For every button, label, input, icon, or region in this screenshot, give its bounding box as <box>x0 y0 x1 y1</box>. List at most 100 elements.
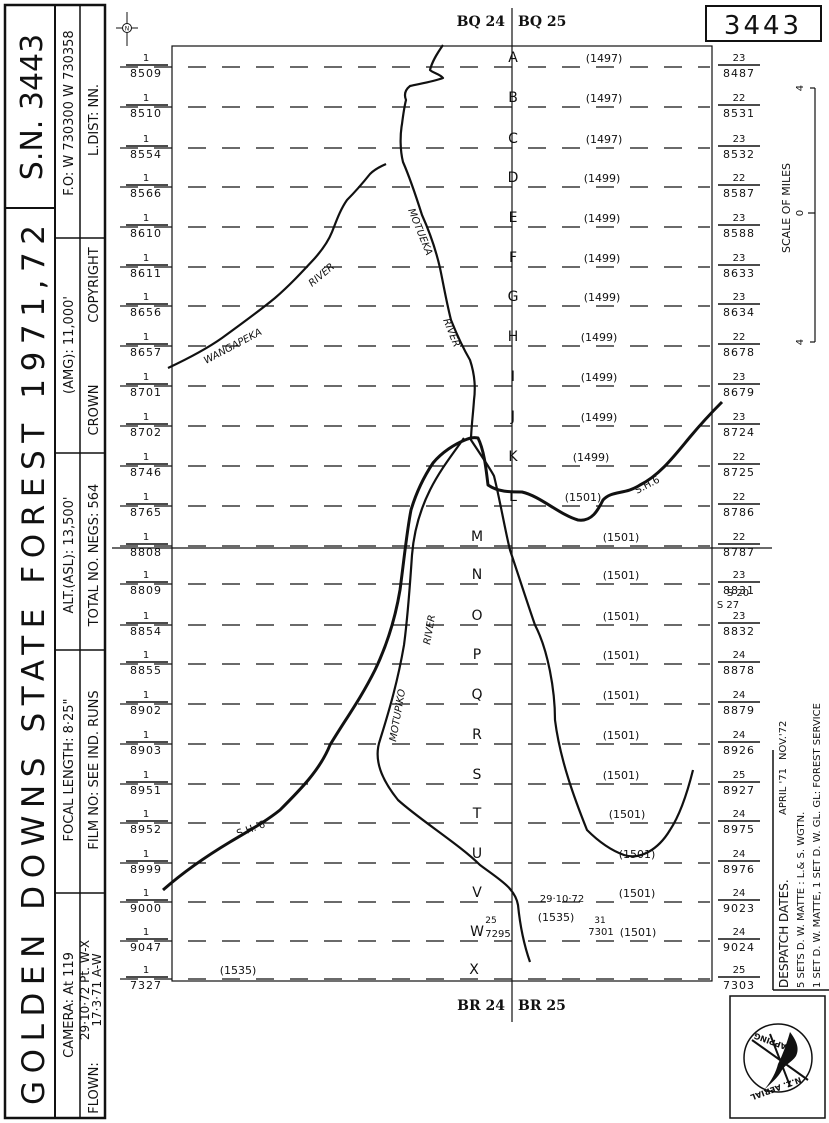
ldist-label: L.DIST: NN. <box>87 84 102 156</box>
flight-run-b: 1 8510 22 8531 B (1497) <box>120 90 760 120</box>
fo-label: F.O: W 730300 W 730358 <box>62 30 77 195</box>
run-film-number: (1501) <box>619 848 656 861</box>
ref-bottom-left: BR 24 <box>457 998 505 1014</box>
run-start-frame: 1 <box>143 809 149 820</box>
run-start-negative: 9000 <box>130 902 162 915</box>
run-start-frame: 1 <box>143 213 149 224</box>
run-end-frame: 23 <box>733 611 746 622</box>
run-start-frame: 1 <box>143 173 149 184</box>
run-letter: L <box>509 489 517 505</box>
north-arrow-icon: N <box>116 12 138 46</box>
run-letter: R <box>472 727 482 743</box>
camera-label: CAMERA: At 119 <box>62 952 77 1058</box>
run-letter: D <box>508 170 519 186</box>
run-film-number: (1501) <box>603 649 640 662</box>
run-film-number: (1499) <box>584 172 621 185</box>
run-start-frame: 1 <box>143 965 149 976</box>
run-start-frame: 1 <box>143 570 149 581</box>
run-film-number: (1499) <box>584 252 621 265</box>
run-film-number: (1501) <box>603 729 640 742</box>
run-end-negative: 9023 <box>723 902 755 915</box>
run-film-number: (1501) <box>609 808 646 821</box>
run-end-frame: 23 <box>733 292 746 303</box>
copyright-label: COPYRIGHT <box>87 247 102 323</box>
scale-of-miles: SCALE OF MILES 4 0 4 <box>780 85 816 345</box>
run-film-number: (1499) <box>581 411 618 424</box>
run-start-negative: 7327 <box>130 979 162 992</box>
aircraft-icon <box>751 1033 809 1087</box>
run-start-frame: 1 <box>143 93 149 104</box>
run-start-frame: 1 <box>143 253 149 264</box>
run-letter: U <box>472 846 482 862</box>
run-letter: I <box>511 369 515 385</box>
map-refs: BQ 24 BQ 25 BR 24 BR 25 <box>457 14 567 1014</box>
run-start-negative: 8656 <box>130 306 162 319</box>
w-frame-a: 25 <box>485 916 496 926</box>
run-letter: T <box>472 806 482 822</box>
run-letter: N <box>472 567 482 583</box>
svg-text:N: N <box>125 26 130 33</box>
run-start-negative: 8509 <box>130 67 162 80</box>
w-frame-b: 31 <box>594 916 605 926</box>
run-end-negative: 8878 <box>723 664 755 677</box>
run-start-negative: 8903 <box>130 744 162 757</box>
run-letter: E <box>509 210 518 226</box>
sheet-number: 3443 <box>724 11 802 41</box>
run-end-frame: 22 <box>733 332 746 343</box>
run-letter: F <box>509 250 517 266</box>
run-end-frame: 22 <box>733 492 746 503</box>
run-end-frame: 24 <box>733 927 746 938</box>
run-end-negative: 8678 <box>723 346 755 359</box>
despatch-line1-date: APRIL '71 <box>778 768 789 815</box>
run-letter: W <box>470 924 484 940</box>
run-film-number: (1501) <box>619 887 656 900</box>
run-start-negative: 8999 <box>130 863 162 876</box>
run-end-negative: 8725 <box>723 466 755 479</box>
run-end-negative: 8976 <box>723 863 755 876</box>
run-start-negative: 8746 <box>130 466 162 479</box>
flown-date-1: 29·10·72 Pt. W-X <box>78 940 92 1040</box>
run-letter: M <box>471 529 483 545</box>
run-start-negative: 8611 <box>130 267 162 280</box>
run-letter: X <box>469 962 479 978</box>
run-end-negative: 8487 <box>723 67 755 80</box>
flight-run-p: 1 8855 24 8878 P (1501) <box>120 647 760 677</box>
run-end-frame: 25 <box>733 965 746 976</box>
run-film-number: (1501) <box>603 610 640 623</box>
run-film-number: (1501) <box>603 531 640 544</box>
run-end-frame: 23 <box>733 53 746 64</box>
flight-run-f: 1 8611 23 8633 F (1499) <box>120 250 760 280</box>
run-start-negative: 8554 <box>130 148 162 161</box>
run-start-negative: 8854 <box>130 625 162 638</box>
focal-label: FOCAL LENGTH: 8·25" <box>62 699 77 842</box>
note-s20: S 20 <box>727 588 749 599</box>
roads <box>162 400 724 892</box>
flight-run-k: 1 8746 22 8725 K (1499) <box>120 449 760 479</box>
run-end-frame: 23 <box>733 372 746 383</box>
flight-run-v: 1 9000 24 9023 V (1501) <box>120 885 760 915</box>
run-end-negative: 8879 <box>723 704 755 717</box>
flight-run-l: 1 8765 22 8786 L (1501) <box>120 489 760 519</box>
flight-run-d: 1 8566 22 8587 D (1499) <box>120 170 760 200</box>
w-film-1535: (1535) <box>538 911 575 924</box>
nz-aerial-mapping-logo: MAPPING N.Z. AERIAL <box>729 995 826 1119</box>
sheet-number-box: 3443 <box>705 5 822 42</box>
run-end-negative: 8975 <box>723 823 755 836</box>
negs-label: TOTAL NO. NEGS: 564 <box>87 484 102 628</box>
run-end-negative: 8786 <box>723 506 755 519</box>
run-end-frame: 22 <box>733 173 746 184</box>
run-end-negative: 8724 <box>723 426 755 439</box>
sheet-title: GOLDEN DOWNS STATE FOREST 1971,72 <box>16 225 52 1105</box>
label-sh6-east: S.H.6 <box>633 475 661 497</box>
flown-label: FLOWN: <box>87 1062 102 1113</box>
run-letter: J <box>510 409 515 425</box>
run-start-negative: 8902 <box>130 704 162 717</box>
run-start-negative: 8657 <box>130 346 162 359</box>
scale-num-bot: 4 <box>795 339 806 345</box>
run-start-frame: 1 <box>143 332 149 343</box>
run-end-frame: 24 <box>733 849 746 860</box>
run-start-frame: 1 <box>143 412 149 423</box>
run-start-negative: 9047 <box>130 941 162 954</box>
despatch-line1: 5 SETS D. W. MATTE : L.& S. WGTN. <box>796 812 807 988</box>
run-end-frame: 24 <box>733 809 746 820</box>
